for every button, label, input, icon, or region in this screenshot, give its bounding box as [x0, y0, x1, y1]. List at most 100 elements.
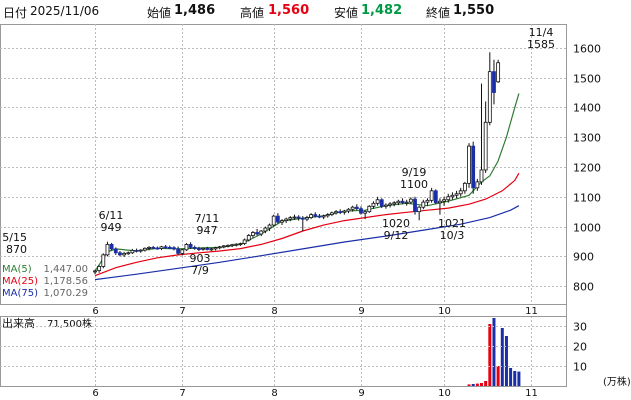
candle-up — [184, 244, 189, 251]
ma-line — [94, 93, 520, 272]
candle-up — [122, 252, 126, 256]
annotation-date: 9/19 — [402, 166, 427, 179]
date-value: 2025/11/06 — [30, 4, 100, 18]
price-tick-label: 1100 — [573, 192, 601, 205]
candle-up — [263, 227, 268, 232]
annotation-date: 10/3 — [440, 229, 465, 242]
candle-up — [242, 239, 247, 244]
candle-down — [317, 215, 322, 218]
candle-up — [226, 244, 230, 247]
candle-down — [196, 248, 201, 250]
volume-bar — [484, 381, 488, 386]
volume-month-tick-label: 10 — [438, 388, 451, 399]
candle-up — [450, 194, 455, 198]
volume-value: 71,500株 — [47, 317, 92, 330]
candle-up — [280, 220, 284, 223]
volume-tick-label: 10 — [573, 361, 587, 374]
candle-up — [384, 204, 388, 207]
close-label: 終値 — [426, 6, 451, 20]
annotation-date: 9/12 — [384, 229, 409, 242]
candle-up — [284, 218, 289, 221]
candle-down — [400, 200, 405, 204]
low-value: 1,482 — [361, 3, 403, 18]
annotation-date: 5/15 — [2, 231, 27, 244]
annotation-date: 7/11 — [195, 212, 220, 225]
candle-up — [371, 202, 376, 207]
candle-down — [359, 208, 363, 214]
annotation-value: 947 — [197, 224, 218, 237]
candle-up — [367, 205, 372, 213]
volume-bar — [488, 324, 492, 386]
volume-month-tick-label: 6 — [92, 388, 98, 399]
candle-up — [446, 196, 451, 201]
candle-down — [471, 145, 476, 189]
annotation-value: 1585 — [527, 38, 555, 51]
candle-up — [213, 247, 218, 250]
candle-up — [201, 247, 205, 250]
candlestick-series — [93, 52, 501, 275]
candle-up — [138, 249, 143, 252]
ma-legend-label: MA(75) — [2, 288, 38, 299]
candle-up — [475, 181, 480, 189]
price-tick-label: 900 — [573, 251, 594, 264]
candle-up — [429, 190, 434, 201]
candle-up — [267, 224, 272, 229]
candle-up — [217, 246, 222, 249]
candle-up — [209, 248, 214, 251]
month-tick-label: 6 — [92, 306, 98, 317]
candle-down — [433, 190, 438, 204]
annotation-value: 949 — [101, 221, 122, 234]
candle-up — [438, 200, 442, 204]
ma-legend-value: 1,447.00 — [43, 264, 88, 275]
moving-average-lines — [94, 93, 520, 281]
price-tick-label: 1600 — [573, 43, 601, 56]
candle-down — [118, 252, 122, 256]
candle-up — [329, 212, 334, 216]
annotation-value: 1021 — [438, 217, 466, 230]
candle-up — [334, 211, 338, 214]
volume-bar — [467, 384, 471, 386]
price-tick-label: 1300 — [573, 132, 601, 145]
price-axis: 800 900 1000 1100 1200 1300 1400 1500 1600 — [573, 43, 601, 294]
candle-up — [321, 215, 326, 218]
volume-bar — [513, 371, 517, 386]
volume-bar — [496, 366, 500, 386]
candle-up — [101, 254, 106, 267]
high-label: 高値 — [240, 6, 265, 20]
candle-up — [221, 245, 226, 248]
price-gridlines — [0, 24, 566, 386]
candle-down — [492, 71, 496, 93]
annotation-value: 903 — [190, 252, 211, 265]
candle-up — [342, 210, 347, 213]
ma-legend-label: MA(5) — [2, 264, 32, 275]
candle-up — [246, 235, 251, 241]
candle-up — [363, 211, 368, 214]
volume-bar — [475, 383, 479, 386]
volume-bar — [480, 383, 484, 386]
candle-down — [109, 244, 114, 250]
high-value: 1,560 — [268, 3, 310, 18]
open-label: 始値 — [147, 6, 172, 20]
candle-up — [147, 247, 151, 249]
candle-down — [338, 211, 343, 214]
candle-up — [238, 243, 243, 245]
candle-down — [255, 232, 259, 235]
volume-bar — [492, 318, 496, 386]
month-tick-label: 10 — [438, 306, 451, 317]
candle-up — [454, 193, 459, 196]
candle-up — [479, 169, 484, 183]
month-axis: 6 6 7 7 8 8 9 9 10 10 11 11 — [92, 306, 538, 399]
candle-down — [413, 198, 417, 213]
candle-down — [167, 247, 172, 249]
candle-down — [300, 217, 305, 220]
price-tick-label: 800 — [573, 281, 594, 294]
volume-tick-label: 20 — [573, 341, 587, 354]
candle-up — [458, 190, 463, 195]
candle-up — [97, 266, 102, 272]
candle-down — [313, 214, 318, 217]
candle-up — [496, 62, 501, 83]
candle-down — [205, 247, 210, 250]
ma-legend-label: MA(25) — [2, 276, 38, 287]
volume-chart-frame — [0, 316, 567, 387]
volume-bars — [467, 318, 521, 386]
